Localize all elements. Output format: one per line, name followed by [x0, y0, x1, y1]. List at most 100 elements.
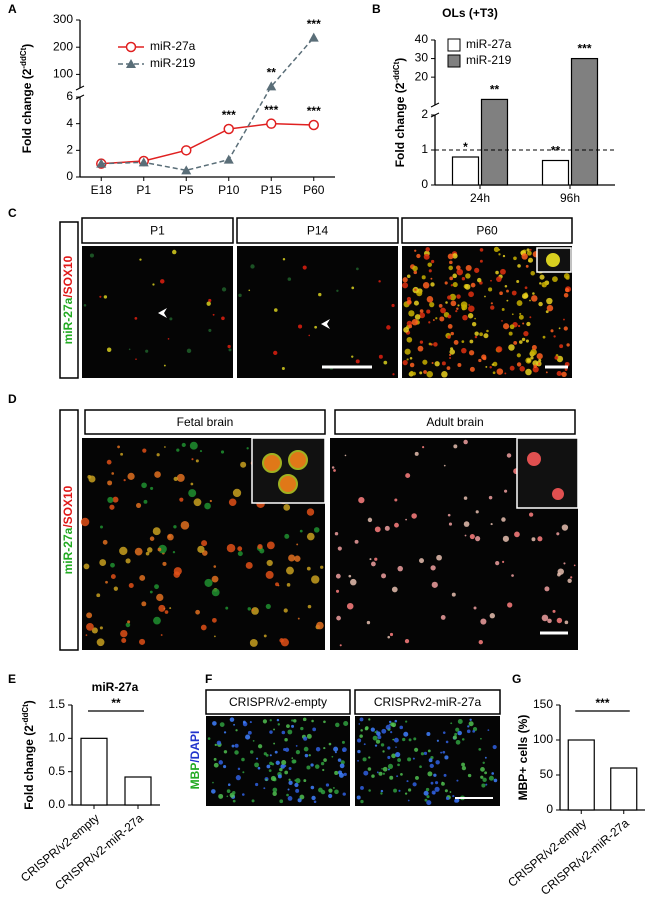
- cell: [120, 629, 128, 638]
- cell: [414, 314, 421, 320]
- cell: [546, 297, 553, 305]
- cell: [406, 336, 413, 343]
- cell: [469, 533, 475, 540]
- cell: [404, 638, 410, 644]
- cell: [391, 753, 396, 759]
- cell: [517, 324, 521, 328]
- y-axis-label-part: Fold change (2: [393, 82, 407, 167]
- cell: [428, 321, 431, 324]
- cell: [518, 314, 524, 320]
- y-tick-label: 4: [66, 116, 73, 130]
- cell: [394, 522, 399, 528]
- cell: [378, 771, 383, 776]
- arrowhead: [158, 308, 167, 318]
- cell: [559, 344, 564, 349]
- cell: [537, 536, 543, 542]
- cell: [474, 331, 479, 336]
- bar: [567, 739, 595, 811]
- cell: [370, 727, 375, 732]
- cell: [461, 738, 465, 741]
- cell: [112, 496, 119, 503]
- cell: [492, 744, 497, 750]
- legend-marker: [126, 59, 136, 68]
- header-label: P1: [150, 224, 165, 238]
- cell: [86, 612, 93, 619]
- x-tick-label: 24h: [470, 191, 490, 205]
- cell: [403, 731, 409, 737]
- cell: [455, 739, 461, 745]
- cell: [526, 321, 531, 327]
- cell: [223, 750, 228, 754]
- cell: [447, 513, 451, 517]
- cell: [106, 459, 112, 465]
- y-tick-label: 30: [415, 51, 429, 65]
- cell: [408, 738, 412, 742]
- cell: [306, 733, 312, 739]
- cell: [491, 772, 495, 775]
- cell: [158, 544, 167, 554]
- cell: [532, 360, 539, 367]
- cell: [557, 568, 564, 575]
- cell: [237, 546, 243, 552]
- bar: [610, 767, 638, 811]
- cell: [514, 531, 520, 538]
- cell: [164, 610, 169, 614]
- cell: [526, 358, 531, 363]
- cell: [110, 574, 116, 579]
- stain-label: miR-27a/SOX10: [61, 485, 75, 574]
- cell: [257, 766, 261, 770]
- header-label: Fetal brain: [177, 415, 234, 429]
- cell: [436, 739, 439, 742]
- cell: [447, 253, 454, 260]
- cell: [464, 534, 467, 537]
- cell: [225, 606, 229, 610]
- cell: [531, 345, 537, 351]
- cell: [434, 786, 440, 792]
- cell: [96, 593, 101, 598]
- axis-break: [430, 102, 440, 108]
- cell: [382, 750, 385, 753]
- cell: [380, 743, 385, 747]
- cell: [518, 340, 523, 344]
- cell: [388, 723, 391, 726]
- cell: [346, 602, 354, 610]
- cell: [445, 740, 449, 744]
- inset: [536, 247, 572, 273]
- y-axis-label: Fold change (2-ddCt): [392, 58, 408, 168]
- cell: [87, 474, 92, 479]
- y-tick-label: 200: [53, 39, 73, 53]
- cell: [237, 767, 241, 771]
- y-tick-label: 1.0: [48, 731, 65, 745]
- cell: [467, 313, 474, 319]
- cell: [318, 292, 322, 297]
- cell: [450, 284, 453, 287]
- cell: [173, 525, 177, 529]
- cell: [221, 316, 225, 321]
- cell: [172, 550, 176, 554]
- cell: [234, 750, 239, 755]
- cell: [291, 719, 294, 722]
- cell: [226, 795, 229, 798]
- cell: [306, 532, 315, 541]
- legend-swatch: [447, 38, 461, 52]
- cell: [139, 258, 142, 261]
- cell: [156, 453, 160, 457]
- cell: [384, 525, 390, 531]
- panel-label: F: [205, 672, 212, 686]
- cell: [567, 578, 572, 583]
- cell: [412, 757, 415, 760]
- cell: [357, 759, 359, 762]
- cell: [199, 450, 203, 453]
- cell: [375, 739, 381, 744]
- cell: [481, 783, 486, 788]
- cell: [376, 771, 379, 774]
- cell: [173, 476, 178, 482]
- cell: [342, 747, 347, 753]
- cell: [363, 743, 366, 746]
- cell: [406, 296, 412, 302]
- cell: [376, 730, 378, 732]
- cell: [431, 581, 438, 588]
- cell: [491, 363, 495, 366]
- cell: [377, 735, 382, 740]
- cell: [303, 736, 308, 741]
